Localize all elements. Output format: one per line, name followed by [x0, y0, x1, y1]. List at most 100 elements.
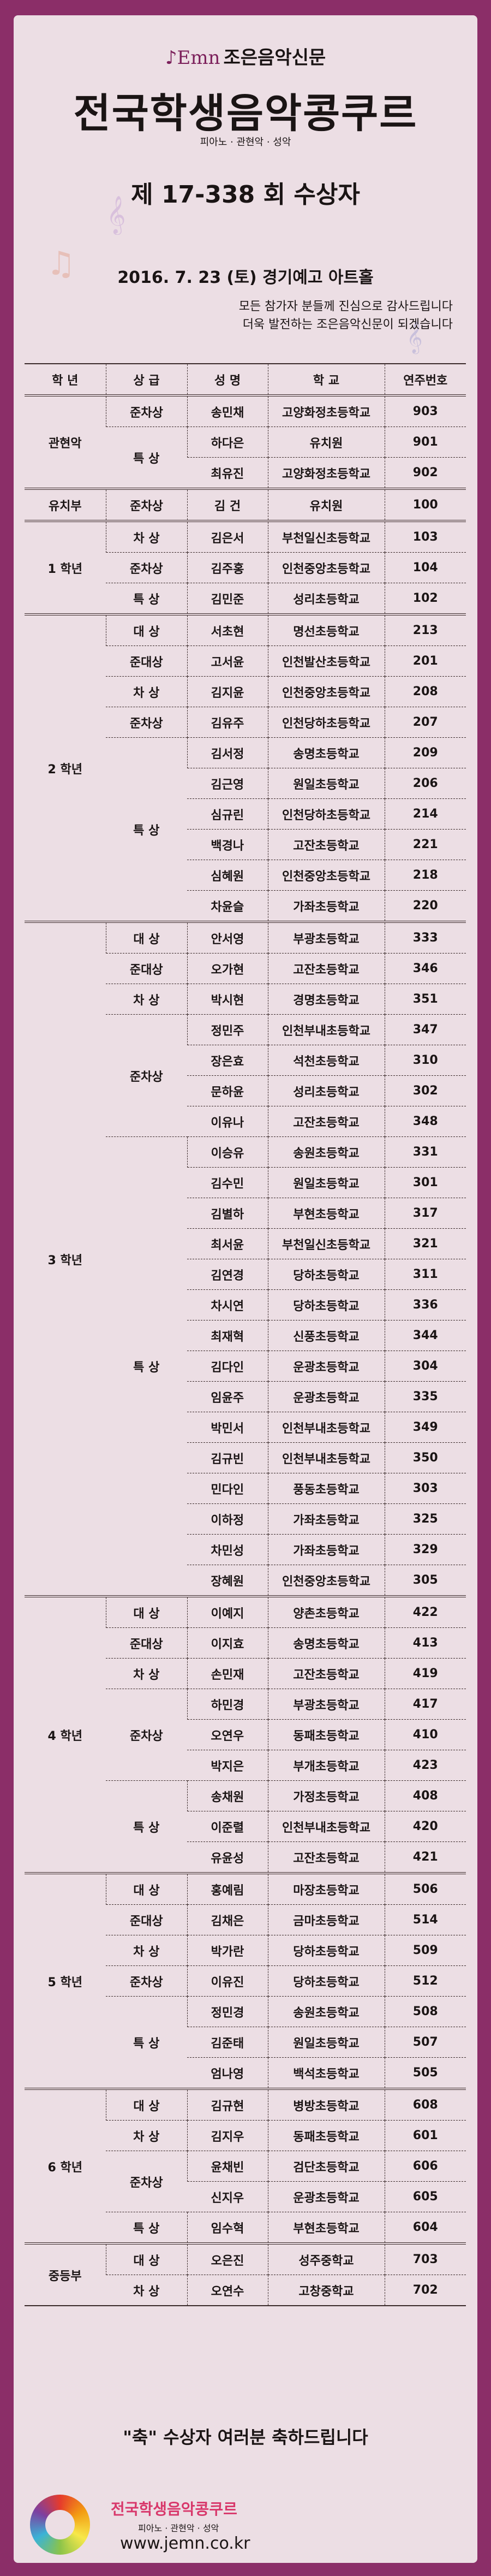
name-cell: 윤채빈 — [187, 2151, 268, 2182]
number-cell: 103 — [384, 520, 466, 553]
column-header-award: 상 급 — [105, 363, 187, 395]
thanks-line: 모든 참가자 분들께 진심으로 감사드립니다 — [238, 300, 453, 313]
school-cell: 송원초등학교 — [267, 1136, 385, 1168]
table-row: 5 학년 대 상 홍예림 마장초등학교 506 — [25, 1872, 466, 2089]
number-cell: 512 — [384, 1965, 466, 1997]
school-cell: 인천부내초등학교 — [267, 1412, 385, 1443]
table-row: 특 상 정민경 송원초등학교 508 — [25, 1996, 466, 2089]
name-cell: 임윤주 — [187, 1381, 268, 1412]
table-row: 박지은 부개초등학교 423 — [25, 1750, 466, 1781]
table-row: 김수민 원일초등학교 301 — [25, 1167, 466, 1198]
table-row: 유윤성 고잔초등학교 421 — [25, 1841, 466, 1873]
award-cell: 준차상 — [106, 1014, 187, 1137]
number-cell: 350 — [384, 1442, 466, 1473]
number-cell: 305 — [384, 1565, 466, 1596]
number-cell: 508 — [384, 1996, 466, 2027]
number-cell: 419 — [384, 1658, 466, 1689]
name-cell: 홍예림 — [187, 1872, 268, 1905]
name-cell: 엄나영 — [187, 2057, 268, 2089]
table-row: 장은효 석천초등학교 310 — [25, 1045, 466, 1076]
school-cell: 검단초등학교 — [267, 2151, 385, 2182]
name-cell: 김 건 — [187, 488, 268, 521]
newspaper-logo: ♪Emn 조은음악신문 — [14, 43, 477, 69]
name-cell: 최서윤 — [187, 1228, 268, 1259]
school-cell: 송명초등학교 — [267, 1627, 385, 1659]
name-cell: 오가현 — [187, 953, 268, 984]
number-cell: 604 — [384, 2212, 466, 2243]
name-cell: 정민경 — [187, 1996, 268, 2027]
school-cell: 운광초등학교 — [267, 1351, 385, 1382]
table-row: 민다인 풍동초등학교 303 — [25, 1473, 466, 1504]
website-url[interactable]: www.jemn.co.kr — [120, 2534, 250, 2553]
award-cell: 준차상 — [106, 707, 187, 738]
name-cell: 최재혁 — [187, 1320, 268, 1351]
table-row: 차 상 박가란 당하초등학교 509 — [25, 1935, 466, 1966]
award-cell: 차 상 — [106, 2275, 187, 2306]
number-cell: 100 — [384, 488, 466, 521]
table-row: 특 상 송채원 가정초등학교 408 — [25, 1780, 466, 1873]
award-cell: 특 상 — [106, 1136, 187, 1596]
table-row: 특 상 하다은 유치원 901 — [25, 427, 466, 489]
treble-clef-icon: 𝄞 — [406, 321, 423, 353]
number-cell: 311 — [384, 1259, 466, 1290]
name-cell: 하다은 — [187, 427, 268, 458]
name-cell: 김지우 — [187, 2120, 268, 2151]
name-cell: 최유진 — [187, 457, 268, 489]
number-cell: 302 — [384, 1075, 466, 1106]
number-cell: 348 — [384, 1106, 466, 1137]
school-cell: 신풍초등학교 — [267, 1320, 385, 1351]
table-row: 심규린 인천당하초등학교 214 — [25, 798, 466, 830]
award-cell: 차 상 — [106, 1935, 187, 1966]
award-cell: 특 상 — [106, 2212, 187, 2243]
school-cell: 고잔초등학교 — [267, 953, 385, 984]
award-cell: 준차상 — [105, 394, 187, 427]
event-date-venue: 2016. 7. 23 (토) 경기예고 아트홀 — [117, 268, 374, 287]
table-row: 준대상 고서윤 인천발산초등학교 201 — [25, 646, 466, 677]
grade-cell: 중등부 — [25, 2242, 106, 2306]
number-cell: 317 — [384, 1198, 466, 1229]
number-cell: 301 — [384, 1167, 466, 1198]
number-cell: 207 — [384, 707, 466, 738]
number-cell: 902 — [384, 457, 466, 489]
number-cell: 601 — [384, 2120, 466, 2151]
table-row: 심혜원 인천중앙초등학교 218 — [25, 860, 466, 891]
thanks-line: 더욱 발전하는 조은음악신문이 되겠습니다 — [242, 318, 453, 331]
table-row: 장혜원 인천중앙초등학교 305 — [25, 1565, 466, 1596]
award-cell: 특 상 — [106, 1996, 187, 2089]
number-cell: 208 — [384, 676, 466, 707]
number-cell: 329 — [384, 1534, 466, 1565]
name-cell: 차윤슬 — [187, 890, 268, 922]
table-row: 차시연 당하초등학교 336 — [25, 1289, 466, 1320]
name-cell: 박지은 — [187, 1750, 268, 1781]
number-cell: 417 — [384, 1689, 466, 1720]
column-header-school: 학 교 — [267, 363, 385, 395]
school-cell: 고잔초등학교 — [267, 1106, 385, 1137]
number-cell: 102 — [384, 583, 466, 614]
name-cell: 하민경 — [187, 1689, 268, 1720]
table-row: 김별하 부현초등학교 317 — [25, 1198, 466, 1229]
name-cell: 김채은 — [187, 1904, 268, 1935]
music-note-icon: ♫ — [46, 245, 76, 283]
number-cell: 206 — [384, 768, 466, 799]
name-cell: 차시연 — [187, 1289, 268, 1320]
piano-spiral-logo — [30, 2495, 90, 2555]
awards-table: 학 년 상 급 성 명 학 교 연주번호 관현악 준차상 송민채 고양화정초등학교 90… — [25, 363, 466, 2306]
school-cell: 경명초등학교 — [267, 984, 385, 1015]
award-cell: 준대상 — [106, 1904, 187, 1935]
number-cell: 344 — [384, 1320, 466, 1351]
table-row: 차 상 오연수 고창중학교 702 — [25, 2275, 466, 2306]
number-cell: 605 — [384, 2181, 466, 2212]
name-cell: 김서정 — [187, 737, 268, 768]
school-cell: 당하초등학교 — [267, 1965, 385, 1997]
name-cell: 이승유 — [187, 1136, 268, 1168]
school-cell: 부광초등학교 — [267, 921, 385, 954]
name-cell: 정민주 — [187, 1014, 268, 1045]
school-cell: 인천중앙초등학교 — [267, 676, 385, 707]
name-cell: 서초현 — [187, 613, 268, 646]
award-cell: 차 상 — [105, 520, 187, 553]
school-cell: 원일초등학교 — [267, 2027, 385, 2058]
award-cell: 준대상 — [106, 1627, 187, 1659]
number-cell: 901 — [384, 427, 466, 458]
award-cell: 준차상 — [105, 488, 187, 521]
number-cell: 608 — [384, 2088, 466, 2121]
